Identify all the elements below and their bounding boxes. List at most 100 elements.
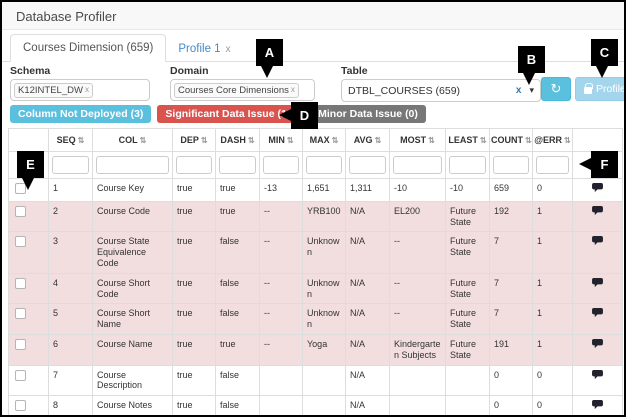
cell-avg: N/A	[346, 232, 390, 273]
filter-input-err[interactable]	[536, 156, 569, 174]
comment-cell	[573, 396, 623, 417]
comment-icon[interactable]	[592, 278, 603, 291]
cell-max	[303, 365, 346, 396]
column-header-label: COUNT	[491, 135, 523, 145]
cell-max: Yoga	[303, 334, 346, 365]
column-header-avg[interactable]: AVG⇅	[346, 129, 390, 152]
comment-cell	[573, 232, 623, 273]
comment-icon[interactable]	[592, 206, 603, 219]
filter-cell-count	[490, 152, 533, 179]
table-row: 2Course Codetruetrue--YRB100N/AEL200Futu…	[9, 201, 623, 232]
table-row: 8Course NotestruefalseN/A00	[9, 396, 623, 417]
column-header-dash[interactable]: DASH⇅	[216, 129, 260, 152]
comment-icon[interactable]	[592, 400, 603, 413]
chevron-down-icon[interactable]: ▾	[529, 85, 534, 96]
sort-icon: ⇅	[480, 136, 487, 145]
comment-header-cell	[573, 129, 623, 152]
row-checkbox[interactable]	[15, 308, 26, 319]
row-checkbox[interactable]	[15, 339, 26, 350]
cell-col: Course Name	[93, 334, 173, 365]
column-header-seq[interactable]: SEQ⇅	[49, 129, 93, 152]
callout-b: B	[518, 46, 545, 73]
domain-input[interactable]: Courses Core Dimensionsx	[170, 79, 315, 101]
comment-icon[interactable]	[592, 339, 603, 352]
column-header-least[interactable]: LEAST⇅	[446, 129, 490, 152]
callout-e: E	[17, 151, 44, 178]
filter-input-least[interactable]	[449, 156, 486, 174]
cell-dep: true	[173, 334, 216, 365]
cell-count: 191	[490, 334, 533, 365]
cell-least: Future State	[446, 273, 490, 304]
filter-input-count[interactable]	[493, 156, 529, 174]
profile-button[interactable]: Profile	[575, 77, 626, 101]
filter-input-most[interactable]	[393, 156, 442, 174]
filter-input-avg[interactable]	[349, 156, 386, 174]
tab-profile-1-label: Profile 1	[178, 43, 220, 55]
column-header-min[interactable]: MIN⇅	[260, 129, 303, 152]
column-header-dep[interactable]: DEP⇅	[173, 129, 216, 152]
filter-cell-seq	[49, 152, 93, 179]
profiler-table-wrapper: SEQ⇅COL⇅DEP⇅DASH⇅MIN⇅MAX⇅AVG⇅MOST⇅LEAST⇅…	[2, 128, 624, 417]
filter-input-min[interactable]	[263, 156, 299, 174]
comment-icon[interactable]	[592, 308, 603, 321]
table-filter-row	[9, 152, 623, 179]
cell-dep: true	[173, 365, 216, 396]
row-checkbox-cell	[9, 273, 49, 304]
cell-most: --	[390, 304, 446, 335]
comment-icon[interactable]	[592, 183, 603, 196]
cell-dash: false	[216, 396, 260, 417]
cell-min: --	[260, 334, 303, 365]
sort-icon: ⇅	[428, 136, 435, 145]
table-clear-icon[interactable]: x	[516, 85, 522, 96]
tab-close-icon[interactable]: x	[226, 44, 231, 55]
filter-input-seq[interactable]	[52, 156, 89, 174]
cell-most: EL200	[390, 201, 446, 232]
cell-dep: true	[173, 304, 216, 335]
column-header-col[interactable]: COL⇅	[93, 129, 173, 152]
column-header-err[interactable]: @ERR⇅	[533, 129, 573, 152]
callout-d: D	[291, 102, 318, 129]
filter-cell-col	[93, 152, 173, 179]
comment-icon[interactable]	[592, 236, 603, 249]
table-row: 5Course Short Nametruefalse--UnknownN/A-…	[9, 304, 623, 335]
cell-avg: N/A	[346, 201, 390, 232]
column-header-max[interactable]: MAX⇅	[303, 129, 346, 152]
column-header-most[interactable]: MOST⇅	[390, 129, 446, 152]
cell-most: --	[390, 232, 446, 273]
schema-input[interactable]: K12INTEL_DWx	[10, 79, 150, 101]
domain-token-remove-icon[interactable]: x	[291, 85, 295, 94]
row-checkbox[interactable]	[15, 400, 26, 411]
table-row: 1Course Keytruetrue-131,6511,311-10-1065…	[9, 179, 623, 202]
comment-icon[interactable]	[592, 370, 603, 383]
cell-seq: 3	[49, 232, 93, 273]
sort-icon: ⇅	[375, 136, 382, 145]
filter-input-max[interactable]	[306, 156, 342, 174]
filter-input-dash[interactable]	[219, 156, 256, 174]
schema-token-remove-icon[interactable]: x	[85, 85, 89, 94]
filter-input-col[interactable]	[96, 156, 169, 174]
badge-column-not-deployed: Column Not Deployed (3)	[10, 105, 151, 123]
cell-avg: N/A	[346, 396, 390, 417]
tab-courses-dimension[interactable]: Courses Dimension (659)	[10, 34, 166, 62]
cell-dash: false	[216, 304, 260, 335]
tab-profile-1[interactable]: Profile 1 x	[166, 36, 242, 62]
refresh-button[interactable]: ↻	[541, 77, 571, 101]
row-checkbox[interactable]	[15, 278, 26, 289]
lock-icon	[584, 87, 592, 94]
cell-col: Course Short Name	[93, 304, 173, 335]
cell-avg: N/A	[346, 304, 390, 335]
table-select[interactable]: DTBL_COURSES (659) x ▾	[341, 79, 541, 102]
cell-dash: true	[216, 201, 260, 232]
row-checkbox-cell	[9, 334, 49, 365]
cell-dep: true	[173, 201, 216, 232]
row-checkbox[interactable]	[15, 370, 26, 381]
column-header-count[interactable]: COUNT⇅	[490, 129, 533, 152]
row-checkbox[interactable]	[15, 206, 26, 217]
cell-least: Future State	[446, 201, 490, 232]
cell-seq: 8	[49, 396, 93, 417]
cell-min: --	[260, 201, 303, 232]
row-checkbox[interactable]	[15, 236, 26, 247]
cell-least	[446, 396, 490, 417]
filter-input-dep[interactable]	[176, 156, 212, 174]
sort-icon: ⇅	[564, 136, 571, 145]
